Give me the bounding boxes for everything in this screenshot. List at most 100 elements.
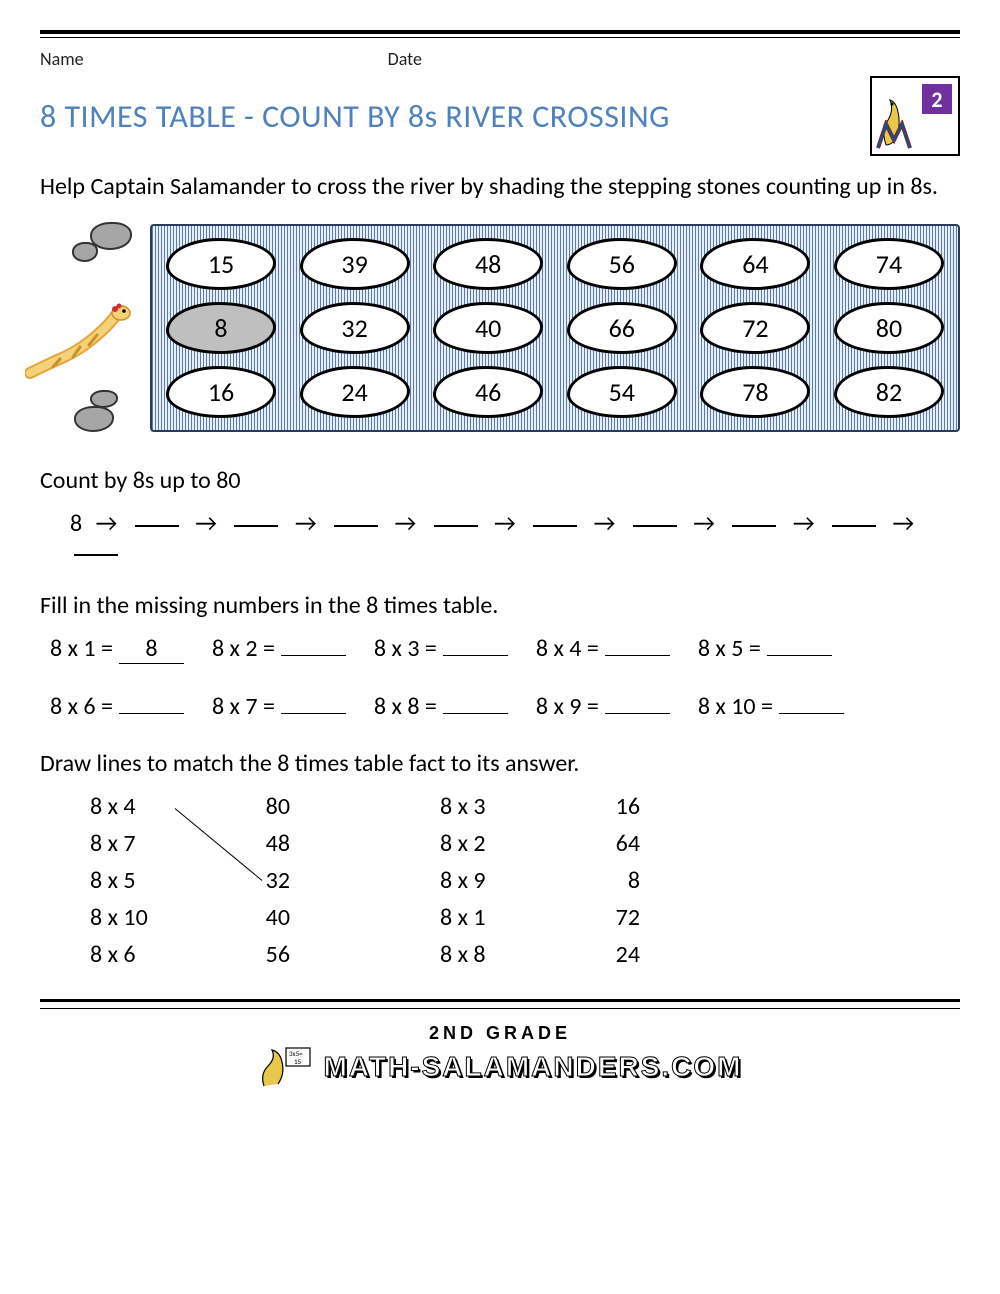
match-fact[interactable]: 8 x 5	[90, 866, 230, 895]
times-answer-blank[interactable]	[605, 713, 670, 714]
match-answer[interactable]: 8	[580, 866, 640, 895]
times-question: 8 x 8 =	[374, 692, 437, 721]
times-cell: 8 x 5 =	[698, 634, 832, 664]
arrow-icon: →	[693, 509, 716, 538]
footer-content: 2ND GRADE 3x5= 15 MATH-SALAMANDERS.COM	[40, 1008, 960, 1090]
stepping-stone[interactable]: 66	[567, 302, 677, 354]
seq-blank[interactable]	[434, 525, 478, 527]
svg-text:15: 15	[294, 1057, 302, 1066]
stepping-stone[interactable]: 78	[700, 366, 810, 418]
match-fact[interactable]: 8 x 2	[440, 829, 580, 858]
stepping-stone[interactable]: 80	[834, 302, 944, 354]
match-answer[interactable]: 40	[230, 903, 290, 932]
stepping-stone[interactable]: 16	[166, 366, 276, 418]
match-fact[interactable]: 8 x 3	[440, 792, 580, 821]
match-answer[interactable]: 24	[580, 940, 640, 969]
times-table-grid: 8 x 1 =88 x 2 =8 x 3 =8 x 4 =8 x 5 = 8 x…	[50, 634, 960, 721]
times-answer-blank[interactable]	[119, 713, 184, 714]
times-answer-blank[interactable]	[281, 713, 346, 714]
footer-rule: 2ND GRADE 3x5= 15 MATH-SALAMANDERS.COM	[40, 999, 960, 1090]
stone-row: 8 32 40 66 72 80	[166, 302, 944, 354]
name-label: Name	[40, 48, 84, 70]
river-grid: 15 39 48 56 64 74 8 32 40 66 72 80 16 24 46 54 78 82	[150, 224, 960, 432]
arrow-icon: →	[793, 509, 816, 538]
instructions-text: Help Captain Salamander to cross the riv…	[40, 170, 960, 204]
seq-blank[interactable]	[732, 525, 776, 527]
times-answer-blank[interactable]	[767, 655, 832, 656]
footer-salamander-icon: 3x5= 15	[258, 1044, 318, 1090]
match-fact[interactable]: 8 x 4	[90, 792, 230, 821]
top-horizontal-rule	[40, 30, 960, 38]
match-col-right-facts: 8 x 3 8 x 2 8 x 9 8 x 1 8 x 8	[440, 792, 580, 969]
match-answer[interactable]: 72	[580, 903, 640, 932]
rock-icon	[90, 390, 118, 408]
match-col-left-facts: 8 x 4 8 x 7 8 x 5 8 x 10 8 x 6	[90, 792, 230, 969]
match-answer[interactable]: 56	[230, 940, 290, 969]
m-logo-icon	[876, 120, 912, 150]
stepping-stone[interactable]: 64	[700, 238, 810, 290]
match-answer[interactable]: 80	[230, 792, 290, 821]
seq-blank[interactable]	[135, 525, 179, 527]
stepping-stone[interactable]: 82	[834, 366, 944, 418]
date-label: Date	[388, 48, 422, 70]
match-fact[interactable]: 8 x 7	[90, 829, 230, 858]
times-question: 8 x 10 =	[698, 692, 773, 721]
arrow-icon: →	[96, 509, 119, 538]
stepping-stone[interactable]: 56	[567, 238, 677, 290]
stepping-stone[interactable]: 24	[300, 366, 410, 418]
times-cell: 8 x 9 =	[536, 692, 670, 721]
seq-blank[interactable]	[234, 525, 278, 527]
arrow-icon: →	[295, 509, 318, 538]
match-answer[interactable]: 48	[230, 829, 290, 858]
times-cell: 8 x 6 =	[50, 692, 184, 721]
seq-blank[interactable]	[633, 525, 677, 527]
match-fact[interactable]: 8 x 1	[440, 903, 580, 932]
match-answer[interactable]: 64	[580, 829, 640, 858]
times-answer-blank[interactable]	[605, 655, 670, 656]
times-cell: 8 x 1 =8	[50, 634, 184, 664]
match-fact[interactable]: 8 x 8	[440, 940, 580, 969]
arrow-icon: →	[892, 509, 915, 538]
times-answer-blank[interactable]: 8	[119, 634, 184, 664]
stepping-stone[interactable]: 74	[834, 238, 944, 290]
match-fact[interactable]: 8 x 6	[90, 940, 230, 969]
times-cell: 8 x 4 =	[536, 634, 670, 664]
stepping-stone[interactable]: 48	[433, 238, 543, 290]
stepping-stone[interactable]: 40	[433, 302, 543, 354]
times-question: 8 x 4 =	[536, 634, 599, 663]
stepping-stone[interactable]: 72	[700, 302, 810, 354]
arrow-icon: →	[594, 509, 617, 538]
times-answer-blank[interactable]	[443, 713, 508, 714]
seq-blank[interactable]	[334, 525, 378, 527]
times-row: 8 x 6 = 8 x 7 = 8 x 8 = 8 x 9 = 8 x 10 =	[50, 692, 960, 721]
stepping-stone[interactable]: 39	[300, 238, 410, 290]
match-fact[interactable]: 8 x 10	[90, 903, 230, 932]
times-answer-blank[interactable]	[281, 655, 346, 656]
times-answer-blank[interactable]	[779, 713, 844, 714]
stepping-stone[interactable]: 8	[166, 302, 276, 354]
count-by-label: Count by 8s up to 80	[40, 466, 960, 495]
fill-label: Fill in the missing numbers in the 8 tim…	[40, 591, 960, 620]
rock-icon	[72, 242, 98, 262]
stepping-stone[interactable]: 15	[166, 238, 276, 290]
times-question: 8 x 7 =	[212, 692, 275, 721]
stepping-stone[interactable]: 46	[433, 366, 543, 418]
count-sequence: 8 → → → → → → → → →	[70, 509, 960, 567]
times-cell: 8 x 7 =	[212, 692, 346, 721]
match-label: Draw lines to match the 8 times table fa…	[40, 749, 960, 778]
stepping-stone[interactable]: 32	[300, 302, 410, 354]
grade-badge: 2	[922, 84, 952, 114]
match-col-right-answers: 16 64 8 72 24	[580, 792, 640, 969]
match-answer[interactable]: 16	[580, 792, 640, 821]
stepping-stone[interactable]: 54	[567, 366, 677, 418]
stone-row: 16 24 46 54 78 82	[166, 366, 944, 418]
seq-blank[interactable]	[533, 525, 577, 527]
times-answer-blank[interactable]	[443, 655, 508, 656]
seq-blank[interactable]	[832, 525, 876, 527]
arrow-icon: →	[394, 509, 417, 538]
riverbank-rocks	[40, 218, 150, 438]
times-question: 8 x 9 =	[536, 692, 599, 721]
seq-blank[interactable]	[74, 554, 118, 556]
seq-start: 8	[70, 509, 83, 538]
match-fact[interactable]: 8 x 9	[440, 866, 580, 895]
